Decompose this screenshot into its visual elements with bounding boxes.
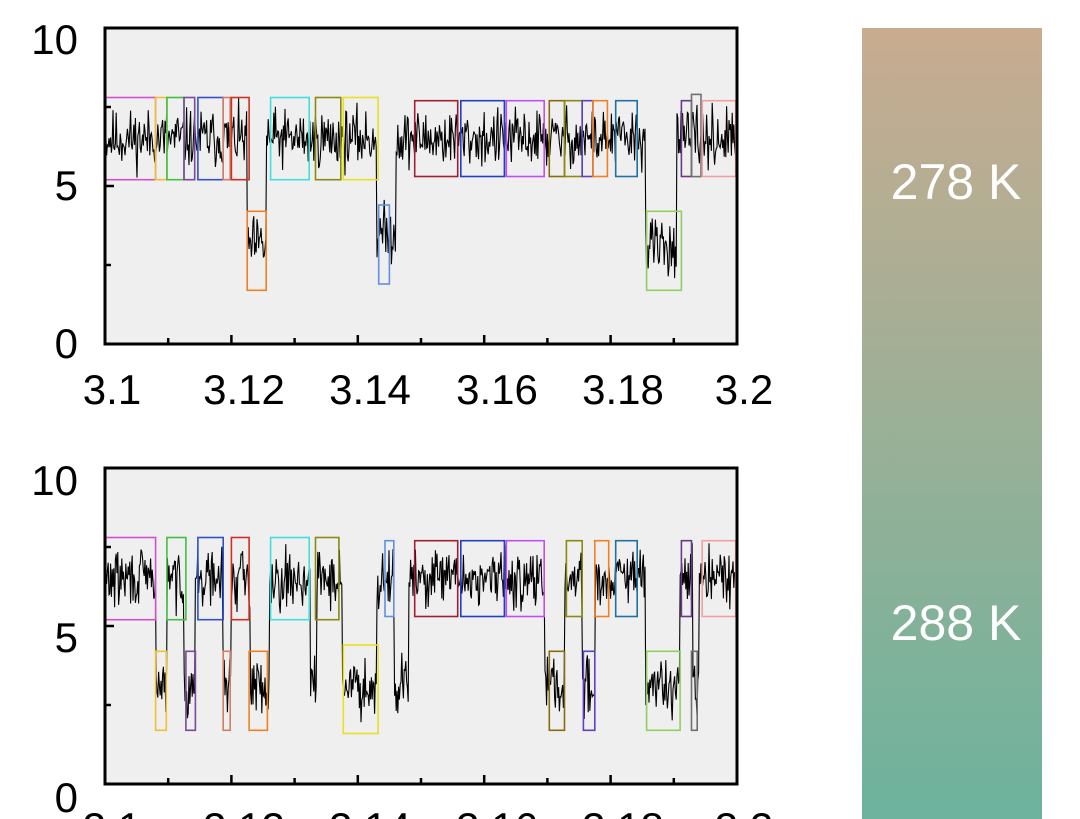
- x-tick-label: 3.18: [582, 804, 664, 819]
- temperature-gradient-bar: [862, 28, 1042, 819]
- y-tick-labels: 0 5 10: [31, 16, 78, 367]
- trace-panel-bottom: 0 5 10 3.1 3.12 3.14 3.16 3.18 3.2: [31, 457, 773, 819]
- y-tick-label: 10: [31, 16, 78, 63]
- trace-panel-top: 0 5 10 3.1 3.12 3.14 3.16 3.18 3.2: [31, 16, 773, 413]
- y-tick-label: 10: [31, 457, 78, 504]
- y-tick-label: 5: [55, 162, 78, 209]
- x-tick-labels: 3.1 3.12 3.14 3.16 3.18 3.2: [83, 366, 773, 413]
- y-tick-label: 0: [55, 320, 78, 367]
- temperature-label-278: 278 K: [891, 154, 1022, 210]
- x-tick-label: 3.14: [329, 804, 411, 819]
- x-tick-label: 3.14: [329, 366, 411, 413]
- y-tick-label: 5: [55, 614, 78, 661]
- plot-area: [105, 468, 737, 784]
- x-tick-label: 3.12: [203, 804, 285, 819]
- y-tick-label: 0: [55, 774, 78, 819]
- plot-area: [105, 28, 737, 344]
- x-tick-label: 3.16: [456, 366, 538, 413]
- temperature-label-288: 288 K: [891, 595, 1022, 651]
- x-tick-label: 3.12: [203, 366, 285, 413]
- y-tick-labels: 0 5 10: [31, 457, 78, 819]
- x-tick-label: 3.2: [715, 366, 773, 413]
- temperature-bar: 278 K 288 K: [862, 28, 1042, 819]
- x-tick-label: 3.1: [83, 366, 141, 413]
- x-tick-label: 3.16: [456, 804, 538, 819]
- x-tick-label: 3.1: [83, 804, 141, 819]
- x-tick-label: 3.18: [582, 366, 664, 413]
- x-tick-labels: 3.1 3.12 3.14 3.16 3.18 3.2: [83, 804, 773, 819]
- x-tick-label: 3.2: [715, 804, 773, 819]
